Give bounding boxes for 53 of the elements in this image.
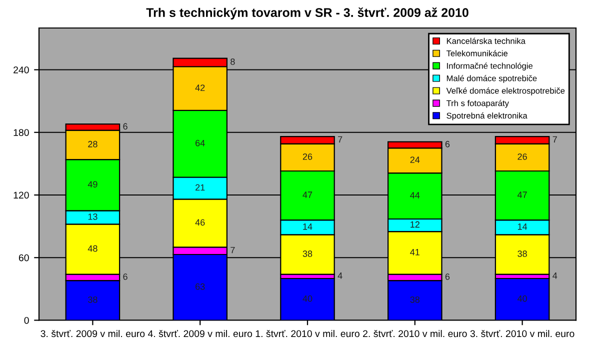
data-label: 6 bbox=[123, 273, 128, 280]
y-tick-label: 60 bbox=[18, 254, 29, 262]
x-tick-label: 2. štvrť. 2010 v mil. euro bbox=[363, 330, 467, 338]
data-label: 49 bbox=[88, 181, 98, 188]
data-label: 7 bbox=[338, 136, 342, 143]
y-tick-label: 240 bbox=[14, 66, 29, 74]
data-label: 4 bbox=[338, 272, 342, 279]
data-label: 26 bbox=[518, 153, 527, 160]
legend-label: Informačné technológie bbox=[447, 62, 533, 70]
legend-label: Trh s fotoaparáty bbox=[446, 100, 509, 108]
data-label: 12 bbox=[410, 221, 420, 228]
data-label: 64 bbox=[196, 140, 205, 146]
data-label: 38 bbox=[88, 296, 98, 303]
y-tick-label: 180 bbox=[14, 129, 29, 136]
x-tick-label: 3. štvrť. 2009 v mil. euro bbox=[40, 330, 145, 338]
data-label: 7 bbox=[552, 136, 557, 143]
data-label: 4 bbox=[552, 272, 558, 279]
data-label: 26 bbox=[302, 153, 312, 160]
legend-label: Kancelárska technika bbox=[446, 38, 526, 44]
data-label: 24 bbox=[410, 156, 420, 163]
y-tick-label: 120 bbox=[14, 192, 29, 199]
data-label: 14 bbox=[303, 223, 312, 230]
x-tick-label: 1. štvrť. 2010 v mil. euro bbox=[256, 330, 360, 338]
data-label: 41 bbox=[410, 249, 420, 256]
data-label: 47 bbox=[302, 192, 312, 198]
data-label: 48 bbox=[88, 245, 98, 252]
data-label: 46 bbox=[195, 219, 205, 226]
data-label: 44 bbox=[410, 192, 420, 198]
legend-label: Veľké domáce elektrospotrebiče bbox=[446, 87, 565, 96]
data-label: 21 bbox=[196, 184, 205, 191]
data-label: 13 bbox=[88, 213, 98, 220]
data-label: 42 bbox=[195, 84, 205, 91]
data-label: 63 bbox=[196, 283, 205, 290]
y-tick-label: 0 bbox=[24, 316, 29, 324]
legend-label: Malé domáce spotrebiče bbox=[446, 75, 537, 83]
x-tick-label: 4. štvrť. 2009 v mil. euro bbox=[148, 330, 252, 338]
data-label: 38 bbox=[518, 250, 527, 257]
data-label: 28 bbox=[88, 140, 98, 148]
data-label: 6 bbox=[445, 273, 450, 280]
data-label: 47 bbox=[517, 192, 527, 198]
data-label: 6 bbox=[123, 123, 128, 130]
data-label: 6 bbox=[445, 140, 450, 148]
data-label: 40 bbox=[302, 295, 312, 302]
data-label: 8 bbox=[230, 58, 235, 65]
legend-label: Spotrebná elektronika bbox=[446, 112, 528, 120]
data-label: 40 bbox=[517, 295, 527, 302]
x-tick-label: 3. štvrť. 2010 v mil. euro bbox=[470, 330, 574, 338]
data-label: 38 bbox=[302, 250, 312, 257]
legend-label: Telekomunikácie bbox=[446, 50, 508, 56]
data-label: 7 bbox=[230, 246, 235, 254]
data-label: 14 bbox=[518, 223, 528, 230]
chart-title: Trh s technickým tovarom v SR - 3. štvrť. 2009 až 2010 bbox=[146, 8, 468, 20]
data-label: 38 bbox=[410, 296, 420, 303]
